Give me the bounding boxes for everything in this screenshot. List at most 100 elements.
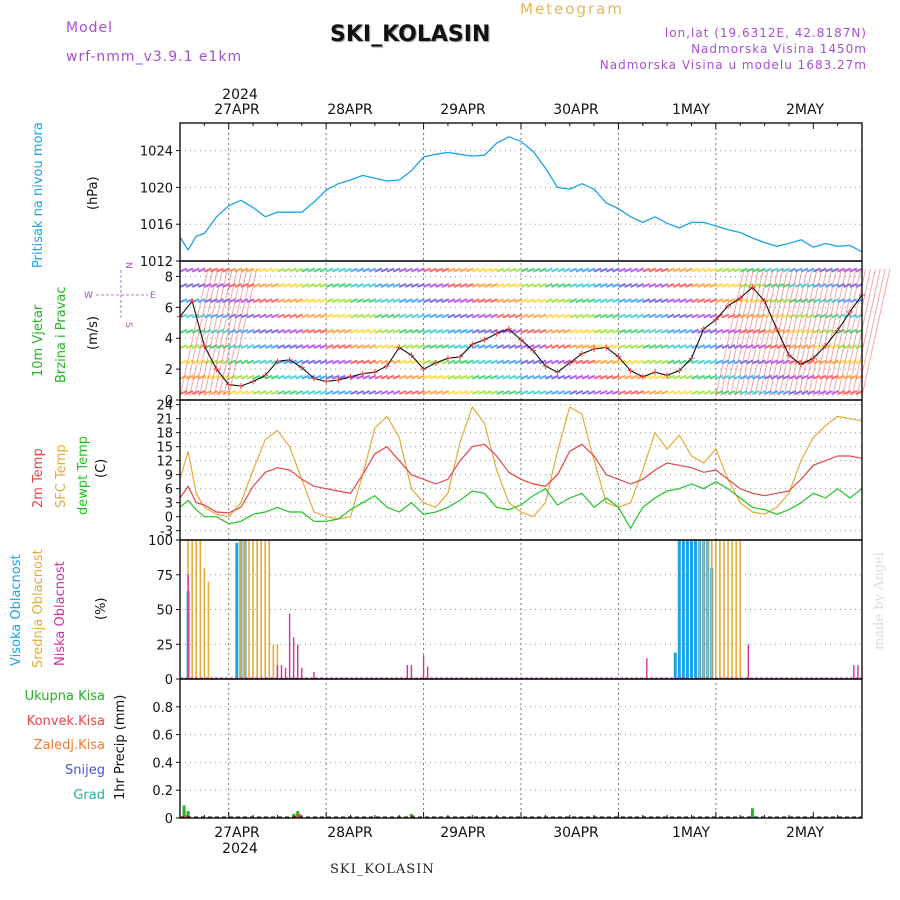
wind-barb bbox=[678, 390, 687, 395]
wind-barb bbox=[551, 390, 559, 395]
wind-barb bbox=[642, 282, 651, 288]
wind-barb bbox=[630, 282, 639, 288]
wind-barb bbox=[325, 359, 334, 365]
wind-barb bbox=[264, 282, 273, 288]
wind-barb bbox=[678, 298, 687, 304]
wind-barb bbox=[240, 374, 249, 380]
wind-barb bbox=[648, 359, 657, 365]
wind-barb bbox=[514, 344, 523, 350]
wind-barb bbox=[210, 390, 218, 395]
wind-barb bbox=[654, 374, 663, 380]
wind-barb bbox=[380, 359, 389, 365]
wind-barb bbox=[837, 374, 846, 380]
wind-barb bbox=[417, 390, 425, 395]
y-tick-label: 1016 bbox=[140, 218, 173, 233]
wind-streak bbox=[783, 268, 813, 397]
wind-barb bbox=[490, 313, 498, 319]
wind-barb bbox=[477, 282, 486, 288]
wind-barb bbox=[782, 344, 791, 350]
axes-layer: 101210161020102402468-303691215182124025… bbox=[140, 122, 863, 827]
wind-barb bbox=[575, 267, 584, 273]
wind-barb bbox=[818, 267, 827, 273]
model-run: wrf-nmm_v3.9.1 e1km bbox=[66, 49, 243, 65]
wind-barb bbox=[429, 298, 438, 304]
wind-barb bbox=[514, 390, 523, 395]
wind-background bbox=[179, 267, 891, 397]
wind-barb bbox=[386, 267, 395, 273]
wind-barb bbox=[246, 344, 255, 350]
wind-barb bbox=[410, 282, 419, 288]
wind-barb bbox=[277, 344, 285, 350]
wind-streak bbox=[715, 268, 745, 397]
wind-barb bbox=[770, 374, 779, 380]
day-label-top: 29APR bbox=[440, 102, 486, 118]
wind-barb bbox=[258, 267, 267, 273]
wind-barb bbox=[569, 282, 578, 288]
temp-label-2m: 2m Temp bbox=[31, 448, 46, 508]
wind-barb bbox=[611, 374, 620, 380]
temp-label-sfc: SFC Temp bbox=[54, 444, 69, 508]
wind-barb bbox=[283, 390, 291, 395]
wind-barb bbox=[313, 328, 322, 334]
precip-label-total: Ukupna Kisa bbox=[25, 689, 105, 704]
wind-streak bbox=[184, 268, 214, 397]
wind-barb bbox=[764, 282, 772, 288]
wind-barb bbox=[283, 267, 291, 273]
wind-barb bbox=[721, 267, 730, 273]
wind-barb bbox=[246, 390, 255, 395]
wind-barb bbox=[557, 344, 565, 350]
compass-n: N bbox=[123, 262, 133, 269]
wind-barb bbox=[831, 344, 839, 350]
y-tick-label: 12 bbox=[156, 455, 173, 470]
wind-barb bbox=[368, 374, 377, 380]
wind-barb bbox=[618, 328, 626, 334]
wind-barb bbox=[344, 298, 352, 304]
wind-barb bbox=[794, 267, 803, 273]
y-tick-label: 15 bbox=[156, 441, 173, 456]
wind-barb bbox=[295, 313, 304, 319]
y-tick-label: 0.6 bbox=[152, 729, 173, 744]
wind-barb bbox=[611, 344, 620, 350]
wind-barb bbox=[216, 328, 224, 334]
wind-barb bbox=[557, 374, 565, 380]
wind-barb bbox=[630, 313, 639, 319]
wind-barb bbox=[423, 328, 431, 334]
wind-barb bbox=[697, 374, 705, 380]
wind-barb bbox=[459, 313, 468, 319]
wind-barb bbox=[697, 267, 705, 273]
wind-streak bbox=[223, 268, 253, 397]
wind-barb bbox=[404, 267, 413, 273]
wind-barb bbox=[368, 298, 377, 304]
wind-barb bbox=[386, 359, 395, 365]
high-cloud-bar bbox=[690, 540, 693, 679]
wind-barb bbox=[532, 313, 541, 319]
wind-barb bbox=[270, 344, 279, 350]
y-tick-label: 4 bbox=[165, 332, 173, 347]
wind-barb bbox=[691, 390, 699, 395]
wind-barb bbox=[319, 267, 328, 273]
wind-barb bbox=[837, 359, 846, 365]
wind-barb bbox=[551, 344, 559, 350]
y-tick-label: 9 bbox=[165, 469, 173, 484]
wind-barb bbox=[672, 344, 681, 350]
wind-barb bbox=[782, 298, 791, 304]
wind-barb bbox=[538, 328, 547, 334]
wind-barb bbox=[605, 374, 614, 380]
wind-barb bbox=[356, 359, 364, 365]
wind-barb bbox=[289, 282, 298, 288]
wind-barb bbox=[806, 390, 815, 395]
wind-barb bbox=[709, 282, 718, 288]
wind-barb bbox=[526, 344, 535, 350]
wind-barb bbox=[337, 282, 346, 288]
wind-barb bbox=[270, 298, 279, 304]
wind-barb bbox=[417, 328, 425, 334]
wind-barb bbox=[471, 328, 480, 334]
wind-barb bbox=[727, 359, 736, 365]
wind-barb bbox=[191, 267, 200, 273]
wind-streak bbox=[754, 268, 784, 397]
wind-barb bbox=[258, 390, 267, 395]
wind-barb bbox=[179, 328, 188, 334]
wind-barb bbox=[380, 313, 389, 319]
wind-barb bbox=[502, 267, 511, 273]
wind-barb bbox=[593, 344, 602, 350]
